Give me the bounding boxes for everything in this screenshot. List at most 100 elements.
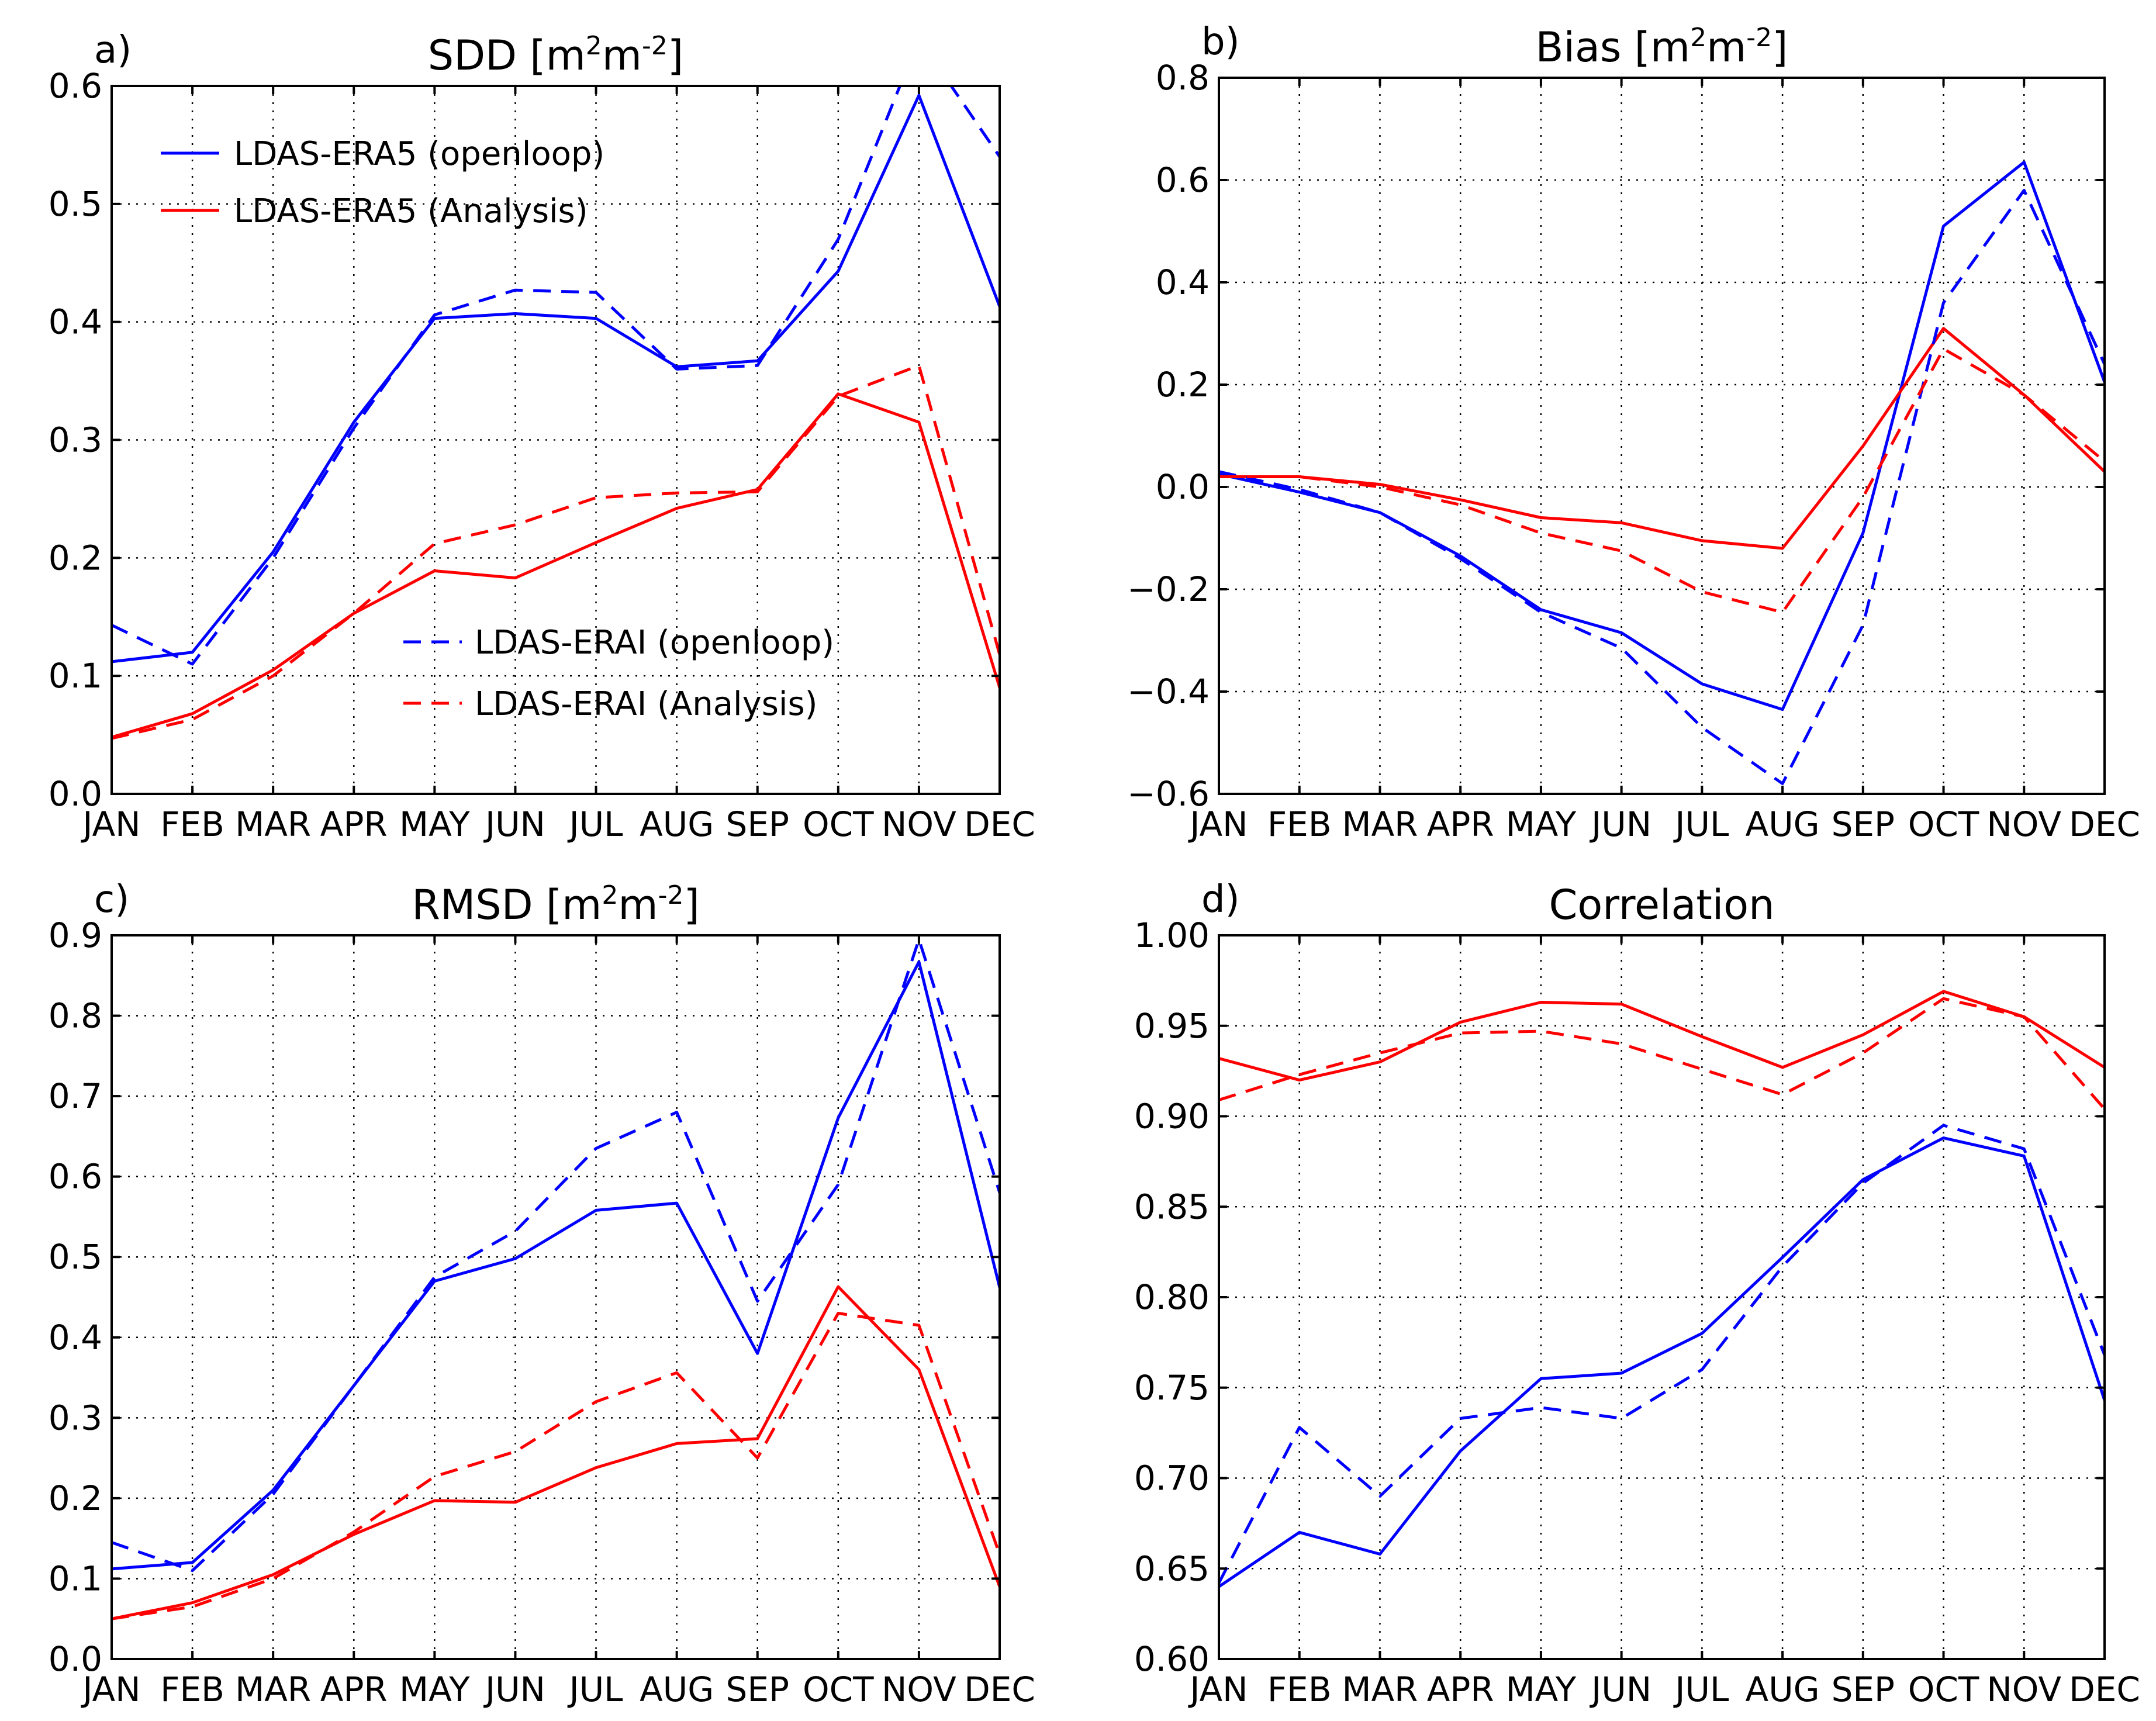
- title-end: ]: [1772, 23, 1788, 71]
- ytick-label: 0.90: [1134, 1097, 1210, 1136]
- xtick-label: APR: [320, 1670, 388, 1709]
- panel-label: d): [1201, 878, 1240, 921]
- ytick-label: 0.4: [49, 1318, 102, 1357]
- ytick-label: 0.85: [1134, 1187, 1210, 1226]
- ytick-label: −0.4: [1127, 672, 1210, 711]
- ytick-label: 0.0: [49, 1639, 102, 1679]
- series-line-ldas-erai-openloop: [1219, 189, 2105, 785]
- plot-frame: [1218, 77, 2106, 795]
- series-line-ldas-erai-openloop: [112, 938, 1000, 1573]
- ytick-label: 0.70: [1134, 1459, 1210, 1498]
- xtick-label: JUN: [483, 1670, 545, 1709]
- ytick-label: 0.3: [49, 1398, 102, 1437]
- series-line-ldas-era5-analysis: [112, 392, 1000, 739]
- title-mid: m: [1706, 23, 1746, 71]
- plot-frame: [110, 934, 1001, 1660]
- xtick-label: JUN: [483, 804, 545, 844]
- xtick-label: MAY: [399, 1670, 470, 1709]
- xtick-label: NOV: [1986, 804, 2061, 844]
- title-main: RMSD [m: [412, 881, 602, 929]
- series-line-ldas-erai-analysis: [1219, 997, 2105, 1110]
- xtick-label: SEP: [1832, 804, 1895, 844]
- ytick-label: 0.6: [1156, 160, 1210, 200]
- ytick-label: 0.9: [49, 915, 102, 955]
- series-line-ldas-era5-openloop: [1219, 1136, 2105, 1588]
- xtick-label: NOV: [882, 804, 956, 844]
- series-line-ldas-era5-analysis: [112, 1285, 1000, 1620]
- xtick-label: APR: [1427, 804, 1494, 844]
- panel-correlation: 0.60 0.65 0.70 0.75 0.80 0.85 0.90 0.95 1.00 JAN F…: [1134, 878, 2140, 1709]
- panel-title: Bias [m2m-2]: [1536, 23, 1788, 71]
- panel-label: a): [94, 29, 132, 72]
- xtick-label: OCT: [803, 804, 874, 844]
- ytick-label: 0.2: [49, 538, 102, 578]
- ytick-label: 0.6: [49, 66, 102, 106]
- ytick-label: 0.95: [1134, 1006, 1210, 1046]
- ytick-label: 0.2: [49, 1478, 102, 1518]
- title-main: Bias [m: [1536, 23, 1691, 71]
- ytick-label: −0.6: [1127, 774, 1210, 814]
- title-sup2: -2: [658, 880, 684, 910]
- xtick-label: MAR: [235, 804, 311, 844]
- xtick-label: JUN: [1590, 804, 1651, 844]
- xtick-label: JUN: [1590, 1670, 1651, 1709]
- xtick-label: DEC: [964, 804, 1035, 844]
- title-main: SDD [m: [428, 32, 586, 80]
- ytick-label: 0.75: [1134, 1368, 1210, 1408]
- series-line-ldas-erai-analysis: [112, 364, 1000, 740]
- ytick-label: 0.4: [1156, 262, 1210, 302]
- xtick-label: JUL: [568, 1670, 623, 1709]
- xtick-label: JAN: [81, 1670, 140, 1709]
- xtick-label: OCT: [803, 1670, 874, 1709]
- xtick-label: JAN: [81, 804, 140, 844]
- ytick-label: 0.1: [49, 656, 102, 696]
- xtick-label: JAN: [1188, 804, 1248, 844]
- legend-erai: LDAS-ERAI (openloop) LDAS-ERAI (Analysis…: [403, 624, 834, 723]
- xtick-label: MAR: [1342, 804, 1418, 844]
- ytick-label: 0.7: [49, 1076, 102, 1116]
- xtick-label: FEB: [1267, 1670, 1332, 1709]
- series-line-ldas-erai-analysis: [112, 1312, 1000, 1620]
- xtick-label: MAR: [1342, 1670, 1418, 1709]
- xtick-label: OCT: [1908, 1670, 1979, 1709]
- xtick-label: APR: [320, 804, 388, 844]
- xtick-label: MAY: [1506, 804, 1577, 844]
- series-line-ldas-erai-analysis: [1219, 347, 2105, 614]
- xtick-label: JUL: [1673, 1670, 1729, 1709]
- xtick-label: MAY: [399, 804, 470, 844]
- title-mid: m: [602, 32, 642, 80]
- ytick-label: 0.60: [1134, 1639, 1210, 1679]
- panel-bias: −0.6 −0.4 −0.2 0.0 0.2 0.4 0.6 0.8 JAN FEB MAR APR M…: [1127, 20, 2140, 844]
- xtick-label: NOV: [882, 1670, 956, 1709]
- legend-label-era5-openloop: LDAS-ERA5 (openloop): [234, 135, 604, 173]
- xtick-label: AUG: [640, 1670, 714, 1709]
- legend-era5: LDAS-ERA5 (openloop) LDAS-ERA5 (Analysis…: [161, 135, 604, 230]
- ytick-label: 0.5: [49, 184, 102, 224]
- ytick-label: 0.6: [49, 1157, 102, 1197]
- ytick-label: 0.8: [49, 996, 102, 1036]
- ytick-label: 0.5: [49, 1237, 102, 1277]
- ytick-label: 0.8: [1156, 58, 1210, 98]
- xtick-label: MAR: [235, 1670, 311, 1709]
- legend-label-era5-analysis: LDAS-ERA5 (Analysis): [234, 192, 588, 230]
- ytick-label: 0.0: [1156, 467, 1210, 507]
- panel-label: b): [1201, 20, 1240, 64]
- xtick-label: DEC: [964, 1670, 1035, 1709]
- xtick-label: OCT: [1908, 804, 1979, 844]
- title-sup1: 2: [602, 880, 618, 910]
- ytick-label: −0.2: [1127, 569, 1210, 609]
- legend-label-erai-openloop: LDAS-ERAI (openloop): [475, 624, 834, 662]
- title-end: ]: [668, 32, 683, 80]
- xtick-label: AUG: [640, 804, 714, 844]
- title-sup1: 2: [586, 31, 602, 61]
- title-sup2: -2: [1746, 23, 1772, 53]
- title-sup2: -2: [642, 31, 668, 61]
- ytick-label: 0.65: [1134, 1549, 1210, 1588]
- xtick-label: FEB: [160, 804, 224, 844]
- xtick-label: FEB: [1267, 804, 1332, 844]
- xtick-label: DEC: [2069, 804, 2140, 844]
- xtick-label: SEP: [726, 804, 789, 844]
- title-sup1: 2: [1690, 23, 1706, 53]
- series-line-ldas-erai-openloop: [112, 86, 1000, 666]
- xtick-label: AUG: [1746, 804, 1820, 844]
